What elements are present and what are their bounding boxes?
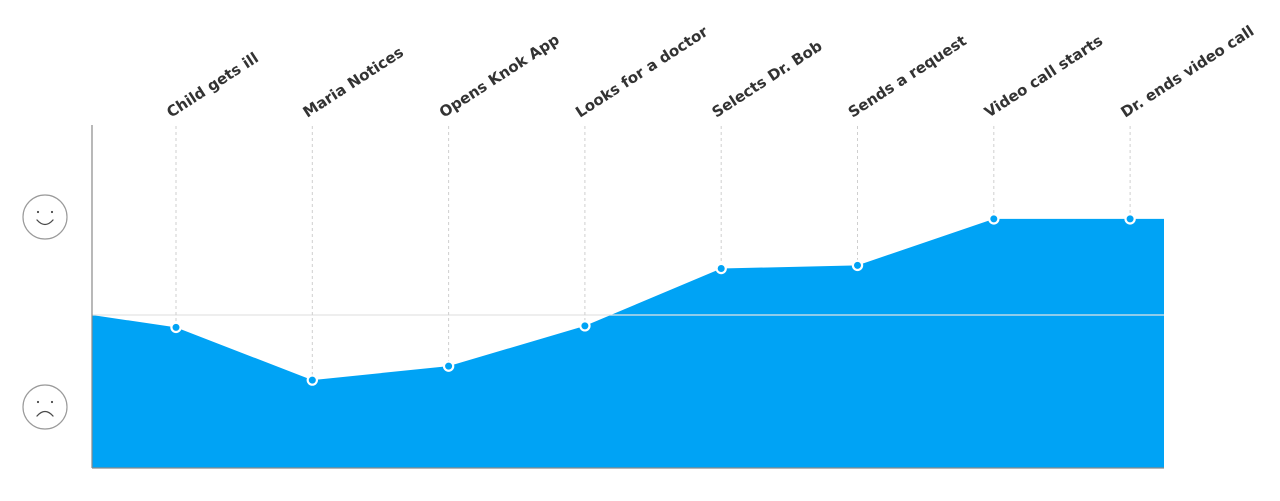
step-point bbox=[308, 376, 317, 385]
step-label: Opens Knok App bbox=[436, 30, 563, 121]
step-label: Sends a request bbox=[845, 32, 970, 122]
step-point bbox=[989, 214, 998, 223]
emotion-area bbox=[92, 219, 1164, 468]
step-label: Dr. ends video call bbox=[1117, 22, 1257, 122]
step-label: Maria Notices bbox=[300, 43, 407, 121]
happy-face-icon bbox=[23, 195, 67, 239]
step-point bbox=[717, 264, 726, 273]
step-label: Child gets ill bbox=[163, 49, 261, 122]
step-point bbox=[580, 321, 589, 330]
step-point bbox=[444, 362, 453, 371]
step-label: Looks for a doctor bbox=[572, 22, 711, 121]
step-point bbox=[171, 323, 180, 332]
step-label: Video call starts bbox=[981, 32, 1106, 122]
step-point bbox=[1126, 214, 1135, 223]
sad-face-icon bbox=[23, 385, 67, 429]
step-label: Selects Dr. Bob bbox=[709, 37, 826, 122]
step-point bbox=[853, 261, 862, 270]
